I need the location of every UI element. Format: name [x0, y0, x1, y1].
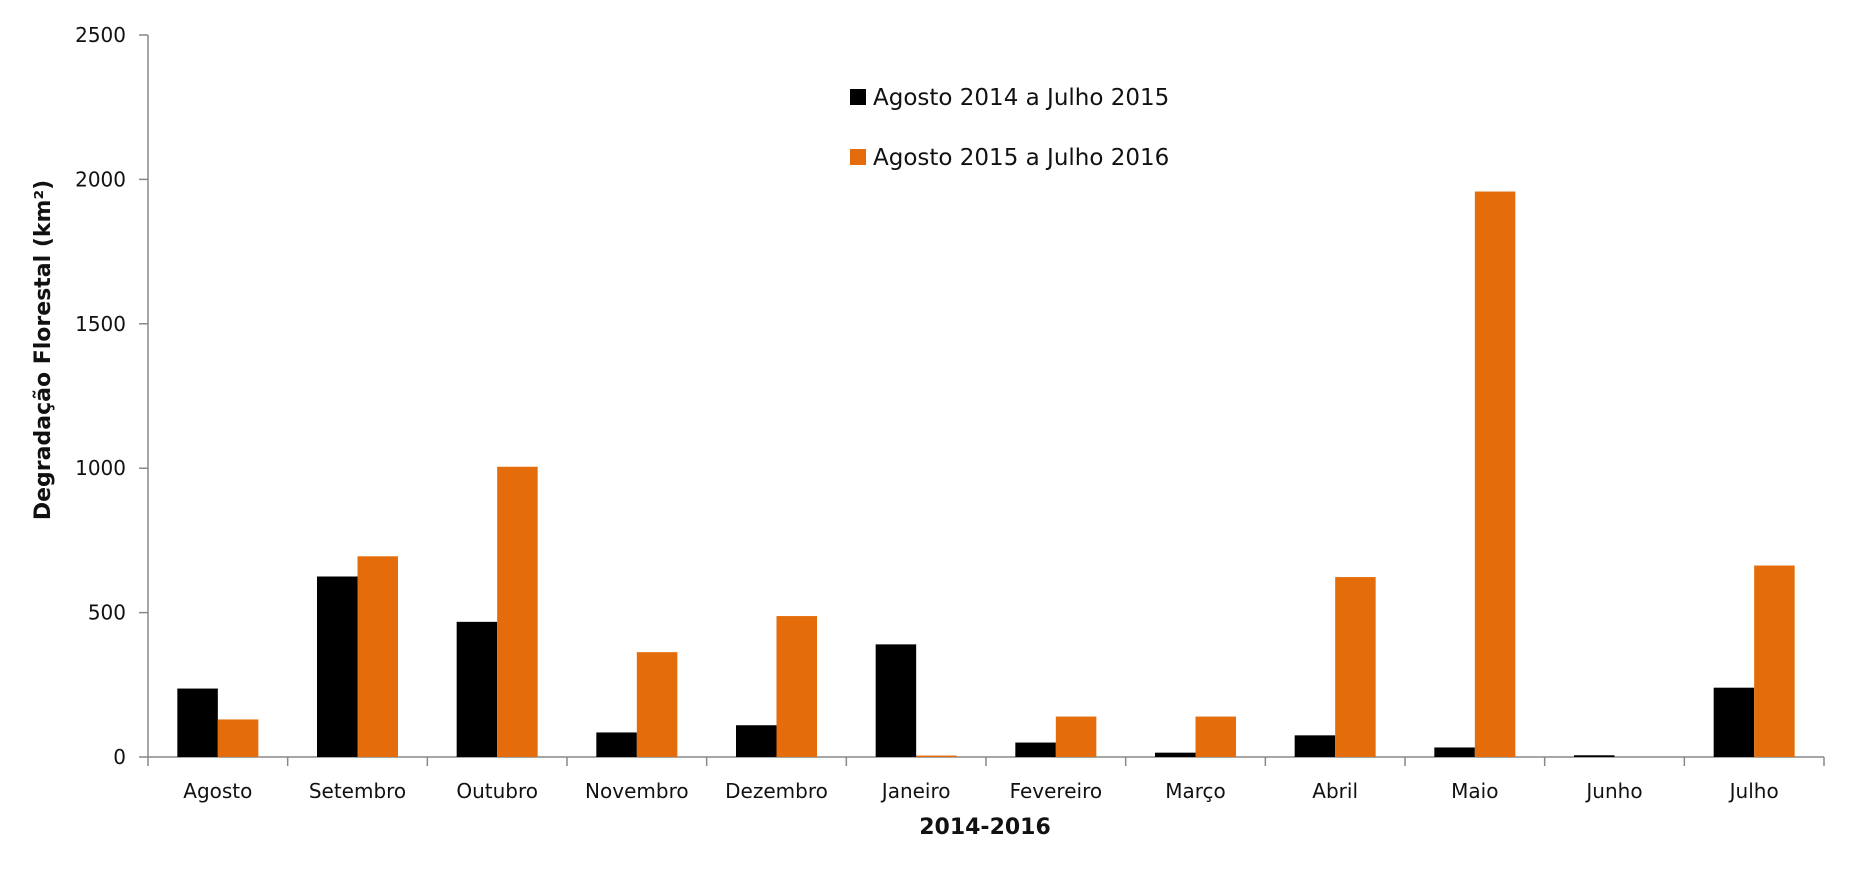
bar-2015-2016-maio — [1474, 191, 1516, 757]
bar-2015-2016-setembro — [357, 556, 399, 757]
x-tick-label: Fevereiro — [1010, 779, 1103, 803]
x-tick-label: Julho — [1728, 779, 1779, 803]
y-tick-label: 0 — [113, 745, 126, 769]
bar-2014-2015-outubro — [456, 621, 498, 757]
bar-2014-2015-novembro — [596, 732, 637, 757]
x-axis-title: 2014-2016 — [919, 815, 1051, 840]
bar-2014-2015-dezembro — [735, 725, 777, 757]
x-tick-label: Maio — [1451, 779, 1498, 803]
y-axis-title: Degradação Florestal (km²) — [31, 180, 56, 520]
y-tick-label: 2000 — [75, 167, 126, 191]
y-tick-label: 2500 — [75, 23, 126, 47]
bar-2014-2015-fevereiro — [1015, 742, 1056, 757]
bar-2015-2016-dezembro — [776, 616, 818, 757]
bar-2015-2016-novembro — [636, 652, 678, 757]
x-axis: Agosto Setembro Outubro Novembro Dezembro Jan… — [147, 756, 1825, 803]
bar-2015-2016-julho — [1754, 565, 1795, 757]
bar-2014-2015-janeiro — [875, 644, 917, 757]
legend-label: Agosto 2014 a Julho 2015 — [873, 85, 1169, 111]
bar-2015-2016-fevereiro — [1055, 716, 1097, 757]
x-tick-label: Março — [1165, 779, 1226, 803]
legend-label: Agosto 2015 a Julho 2016 — [873, 145, 1169, 171]
bar-2015-2016-agosto — [217, 719, 259, 757]
bar-2015-2016-abril — [1335, 577, 1376, 757]
bar-2014-2015-julho — [1713, 687, 1755, 757]
y-tick-label: 500 — [88, 601, 126, 625]
bar-2015-2016-janeiro — [916, 755, 957, 757]
x-tick-label: Novembro — [585, 779, 689, 803]
legend-swatch — [850, 149, 866, 165]
x-tick-label: Agosto — [183, 779, 252, 803]
x-tick-label: Dezembro — [725, 779, 828, 803]
bar-2014-2015-junho — [1573, 755, 1615, 757]
y-axis: 0 500 1000 1500 2000 2500 — [75, 23, 149, 769]
legend: Agosto 2014 a Julho 2015 Agosto 2015 a Ju… — [850, 85, 1169, 171]
bars — [177, 191, 1795, 757]
x-tick-label: Abril — [1312, 779, 1358, 803]
x-tick-label: Janeiro — [880, 779, 951, 803]
y-tick-label: 1500 — [75, 312, 126, 336]
x-tick-label: Outubro — [456, 779, 538, 803]
x-tick-label: Junho — [1584, 779, 1642, 803]
bar-2014-2015-maio — [1434, 747, 1475, 757]
x-tick-label: Setembro — [309, 779, 406, 803]
bar-2014-2015-agosto — [177, 688, 218, 757]
bar-2015-2016-março — [1195, 716, 1237, 757]
bar-2014-2015-abril — [1294, 735, 1336, 757]
bar-2015-2016-outubro — [497, 466, 538, 757]
bar-2014-2015-março — [1154, 752, 1196, 757]
legend-swatch — [850, 89, 866, 105]
y-tick-label: 1000 — [75, 456, 126, 480]
bar-2014-2015-setembro — [316, 576, 358, 757]
